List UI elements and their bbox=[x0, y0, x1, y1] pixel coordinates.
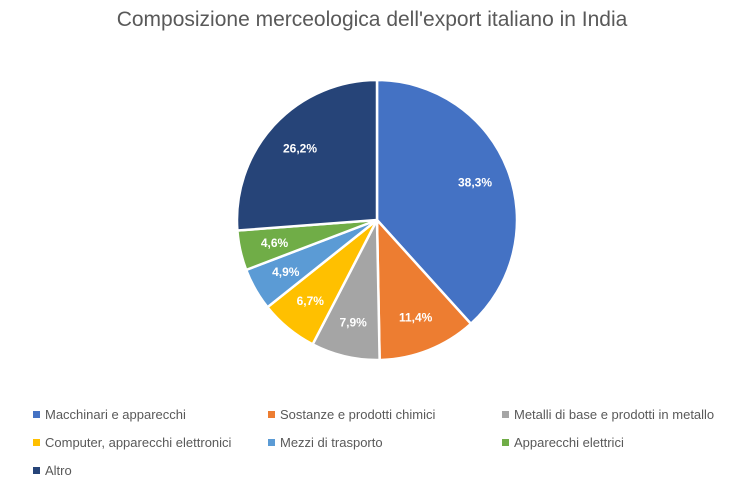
legend-item-sostanze-e-prodotti-chimici: Sostanze e prodotti chimici bbox=[268, 407, 435, 422]
data-label-sostanze-e-prodotti-chimici: 11,4% bbox=[399, 311, 433, 325]
data-label-altro: 26,2% bbox=[283, 142, 317, 156]
legend-swatch bbox=[268, 439, 275, 446]
data-label-metalli-di-base-e-prodotti-in-metallo: 7,9% bbox=[339, 315, 367, 329]
pie-slice-sostanze-e-prodotti-chimici bbox=[375, 216, 473, 362]
legend-swatch bbox=[33, 467, 40, 474]
legend-label: Sostanze e prodotti chimici bbox=[280, 407, 436, 422]
pie-slice-macchinari-e-apparecchi bbox=[375, 78, 519, 326]
legend-item-mezzi-di-trasporto: Mezzi di trasporto bbox=[268, 435, 383, 450]
pie-slice-altro bbox=[235, 78, 379, 232]
legend-label: Computer, apparecchi elettronici bbox=[45, 435, 232, 450]
legend-item-macchinari-e-apparecchi: Macchinari e apparecchi bbox=[33, 407, 186, 422]
legend-label: Altro bbox=[45, 463, 72, 478]
legend-swatch bbox=[33, 411, 40, 418]
legend-item-altro: Altro bbox=[33, 463, 72, 478]
chart-title: Composizione merceologica dell'export it… bbox=[116, 8, 628, 31]
legend-swatch bbox=[268, 411, 275, 418]
legend-label: Macchinari e apparecchi bbox=[45, 407, 186, 422]
legend-label: Apparecchi elettrici bbox=[514, 435, 624, 450]
legend-item-apparecchi-elettrici: Apparecchi elettrici bbox=[502, 435, 624, 450]
legend-item-metalli-di-base-e-prodotti-in-metallo: Metalli di base e prodotti in metallo bbox=[502, 407, 714, 422]
data-label-apparecchi-elettrici: 4,6% bbox=[261, 236, 289, 250]
data-label-computer-apparecchi-elettronici: 6,7% bbox=[297, 294, 325, 308]
data-label-mezzi-di-trasporto: 4,9% bbox=[272, 265, 300, 279]
legend-label: Mezzi di trasporto bbox=[280, 435, 383, 450]
data-label-macchinari-e-apparecchi: 38,3% bbox=[458, 175, 492, 189]
legend-swatch bbox=[502, 411, 509, 418]
legend-label: Metalli di base e prodotti in metallo bbox=[514, 407, 715, 422]
legend-swatch bbox=[502, 439, 509, 446]
legend-swatch bbox=[33, 439, 40, 446]
legend-item-computer-apparecchi-elettronici: Computer, apparecchi elettronici bbox=[33, 435, 231, 450]
